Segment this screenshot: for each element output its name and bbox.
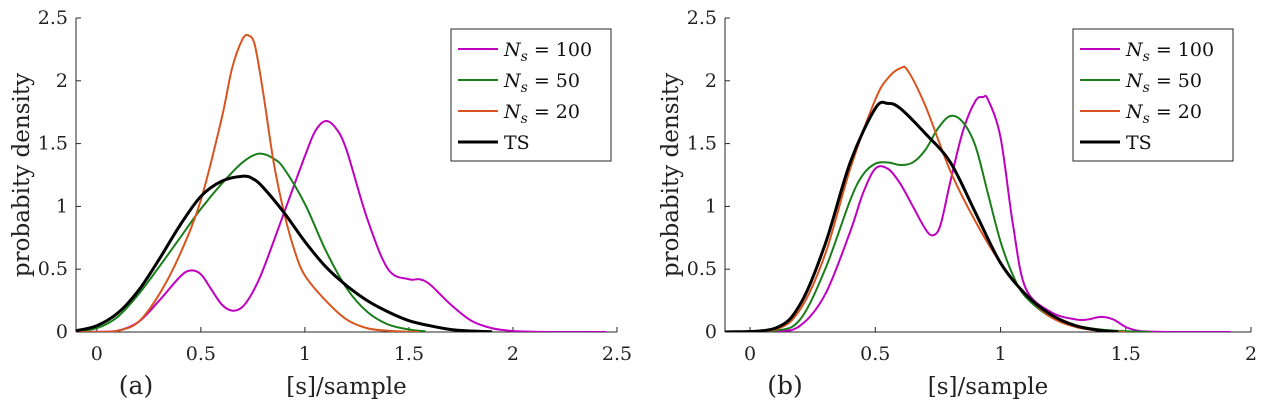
legend-entry-3: TS (504, 132, 530, 154)
y-tick-label: 2 (56, 70, 68, 92)
legend-var: N (1125, 70, 1144, 92)
legend-entry-3: TS (1126, 132, 1152, 154)
chart-a: 0 0.5 1 1.5 2 2.5 0 0.5 1 1.5 2 2.5 [s]/sample probab… (9, 7, 632, 400)
y-tick-label: 1 (705, 195, 717, 217)
y-axis-label: probabity density (658, 73, 684, 277)
legend-sub: s (1143, 80, 1150, 96)
series-line-0 (76, 119, 607, 332)
legend-rest: = 50 (1150, 70, 1202, 92)
series-line-2 (76, 33, 420, 332)
series-line-1 (76, 152, 426, 332)
x-tick-label: 1 (994, 343, 1006, 365)
legend-entry-1: Ns = 50 (1125, 70, 1202, 96)
series-line-3 (725, 100, 1119, 332)
y-tick-label: 0.5 (38, 258, 68, 280)
x-tick-label: 0.5 (186, 343, 216, 365)
legend-entry-0: Ns = 100 (1125, 39, 1214, 65)
x-tick-label: 0 (744, 343, 756, 365)
y-axis-label: probabity density (9, 73, 35, 277)
panel-label: (b) (767, 371, 803, 400)
x-axis-label: [s]/sample (286, 374, 407, 400)
x-tick-label: 1.5 (1111, 343, 1141, 365)
x-axis-label: [s]/sample (928, 374, 1049, 400)
series-group (76, 33, 607, 332)
x-tick-label: 0 (91, 343, 103, 365)
legend-sub: s (1143, 111, 1150, 127)
series-line-0 (725, 94, 1231, 332)
x-tick-label: 1 (299, 343, 311, 365)
y-tick-label: 1.5 (38, 133, 68, 155)
legend-rest: TS (1126, 132, 1152, 154)
legend-rest: = 100 (1150, 39, 1214, 61)
legend-entry-1: Ns = 50 (503, 70, 580, 96)
chart-b: 0 0.5 1 1.5 2 0 0.5 1 1.5 2 2.5 [s]/sample probabity… (658, 7, 1257, 400)
legend-rest: = 20 (1150, 101, 1202, 123)
series-group (725, 65, 1231, 332)
legend-var: N (503, 39, 522, 61)
legend-sub: s (521, 49, 528, 65)
x-tick-label: 2 (507, 343, 519, 365)
y-tick-label: 1.5 (687, 133, 717, 155)
legend-rest: TS (504, 132, 530, 154)
legend-sub: s (521, 80, 528, 96)
y-tick-label: 0 (705, 321, 717, 343)
x-tick-label: 2.5 (602, 343, 632, 365)
legend-var: N (1125, 101, 1144, 123)
legend-entry-2: Ns = 20 (1125, 101, 1202, 127)
legend-rest: = 50 (528, 70, 580, 92)
legend-var: N (503, 70, 522, 92)
y-tick-label: 0 (56, 321, 68, 343)
legend-var: N (1125, 39, 1144, 61)
legend-var: N (503, 101, 522, 123)
legend-entry-2: Ns = 20 (503, 101, 580, 127)
series-line-3 (76, 174, 493, 332)
y-tick-label: 0.5 (687, 258, 717, 280)
y-tick-label: 2.5 (38, 7, 68, 29)
y-tick-label: 2.5 (687, 7, 717, 29)
legend-box (450, 28, 612, 162)
series-line-2 (725, 65, 1126, 332)
legend-sub: s (1143, 49, 1150, 65)
legend-rest: = 100 (528, 39, 592, 61)
legend-rest: = 20 (528, 101, 580, 123)
legend-entry-0: Ns = 100 (503, 39, 592, 65)
x-tick-label: 2 (1245, 343, 1257, 365)
y-tick-label: 2 (705, 70, 717, 92)
legend-box (1072, 28, 1234, 162)
x-tick-label: 1.5 (394, 343, 424, 365)
legend-sub: s (521, 111, 528, 127)
panel-label: (a) (119, 371, 153, 400)
x-tick-label: 0.5 (860, 343, 890, 365)
y-tick-label: 1 (56, 195, 68, 217)
